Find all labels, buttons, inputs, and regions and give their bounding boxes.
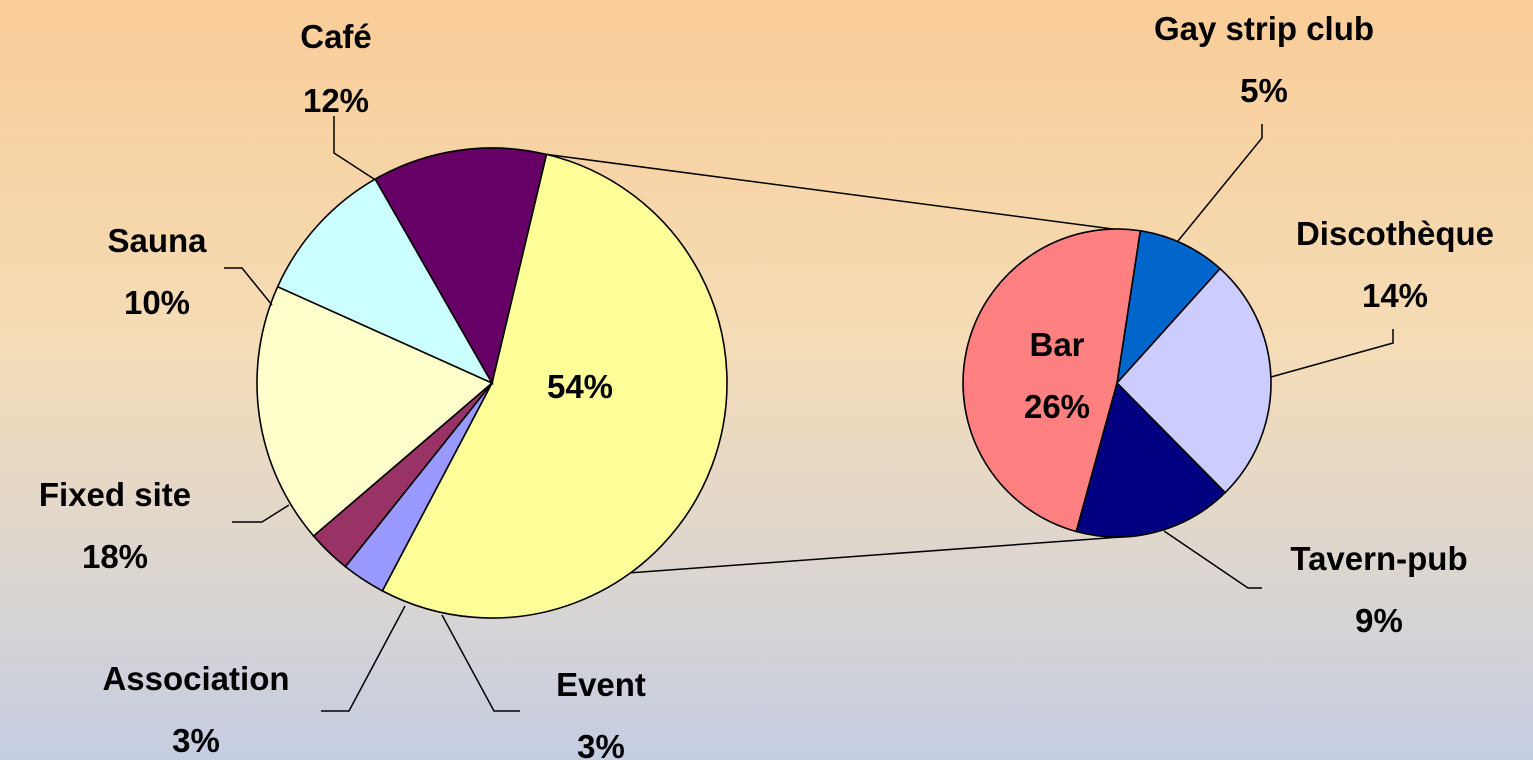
label-association-percent: 3% xyxy=(172,722,220,759)
label-gay-strip-club-percent: 5% xyxy=(1240,72,1288,109)
leader-association xyxy=(321,605,406,712)
leader-fixed-site xyxy=(232,504,290,523)
leader-tavern-pub xyxy=(1163,530,1262,589)
slice-cafe xyxy=(374,147,548,386)
label-bar-name: Bar xyxy=(1029,326,1084,363)
leader-gay-strip-club xyxy=(1177,124,1263,242)
label-tavern-pub-name: Tavern-pub xyxy=(1290,540,1467,577)
label-event-percent: 3% xyxy=(577,728,625,760)
slice-fixed-site xyxy=(256,285,494,538)
connector-line-top xyxy=(546,153,1129,232)
label-association-name: Association xyxy=(102,660,289,697)
leader-discotheque xyxy=(1270,329,1394,378)
slice-discotheque xyxy=(1115,267,1272,494)
label-cafe-name: Café xyxy=(300,18,372,55)
label-event-name: Event xyxy=(556,666,646,703)
label-tavern-pub-percent: 9% xyxy=(1355,602,1403,639)
label-fixed-site-percent: 18% xyxy=(82,538,148,575)
label-fixed-site-name: Fixed site xyxy=(39,476,191,513)
label-bar-percent: 26% xyxy=(1024,388,1090,425)
slice-gay-strip-club xyxy=(1115,229,1222,386)
label-sauna-percent: 10% xyxy=(124,284,190,321)
slice-sauna xyxy=(276,177,494,385)
leader-event xyxy=(441,614,520,712)
slice-tavern-pub xyxy=(1075,381,1227,538)
slice-other-group xyxy=(381,153,728,619)
slice-labels: Café 12% Sauna 10% Fixed site 18% Association 3… xyxy=(39,10,1494,760)
label-gay-strip-club-name: Gay strip club xyxy=(1154,10,1374,47)
leader-sauna xyxy=(224,267,273,306)
leader-cafe xyxy=(333,116,375,180)
label-sauna-name: Sauna xyxy=(107,222,207,259)
label-cafe-percent: 12% xyxy=(303,82,369,119)
secondary-pie xyxy=(962,228,1272,538)
main-pie xyxy=(256,147,728,619)
label-discotheque-percent: 14% xyxy=(1362,277,1428,314)
label-discotheque-name: Discothèque xyxy=(1296,215,1494,252)
label-other-group-percent: 54% xyxy=(547,368,613,405)
leader-lines xyxy=(224,116,1394,712)
slice-bar xyxy=(962,228,1142,533)
